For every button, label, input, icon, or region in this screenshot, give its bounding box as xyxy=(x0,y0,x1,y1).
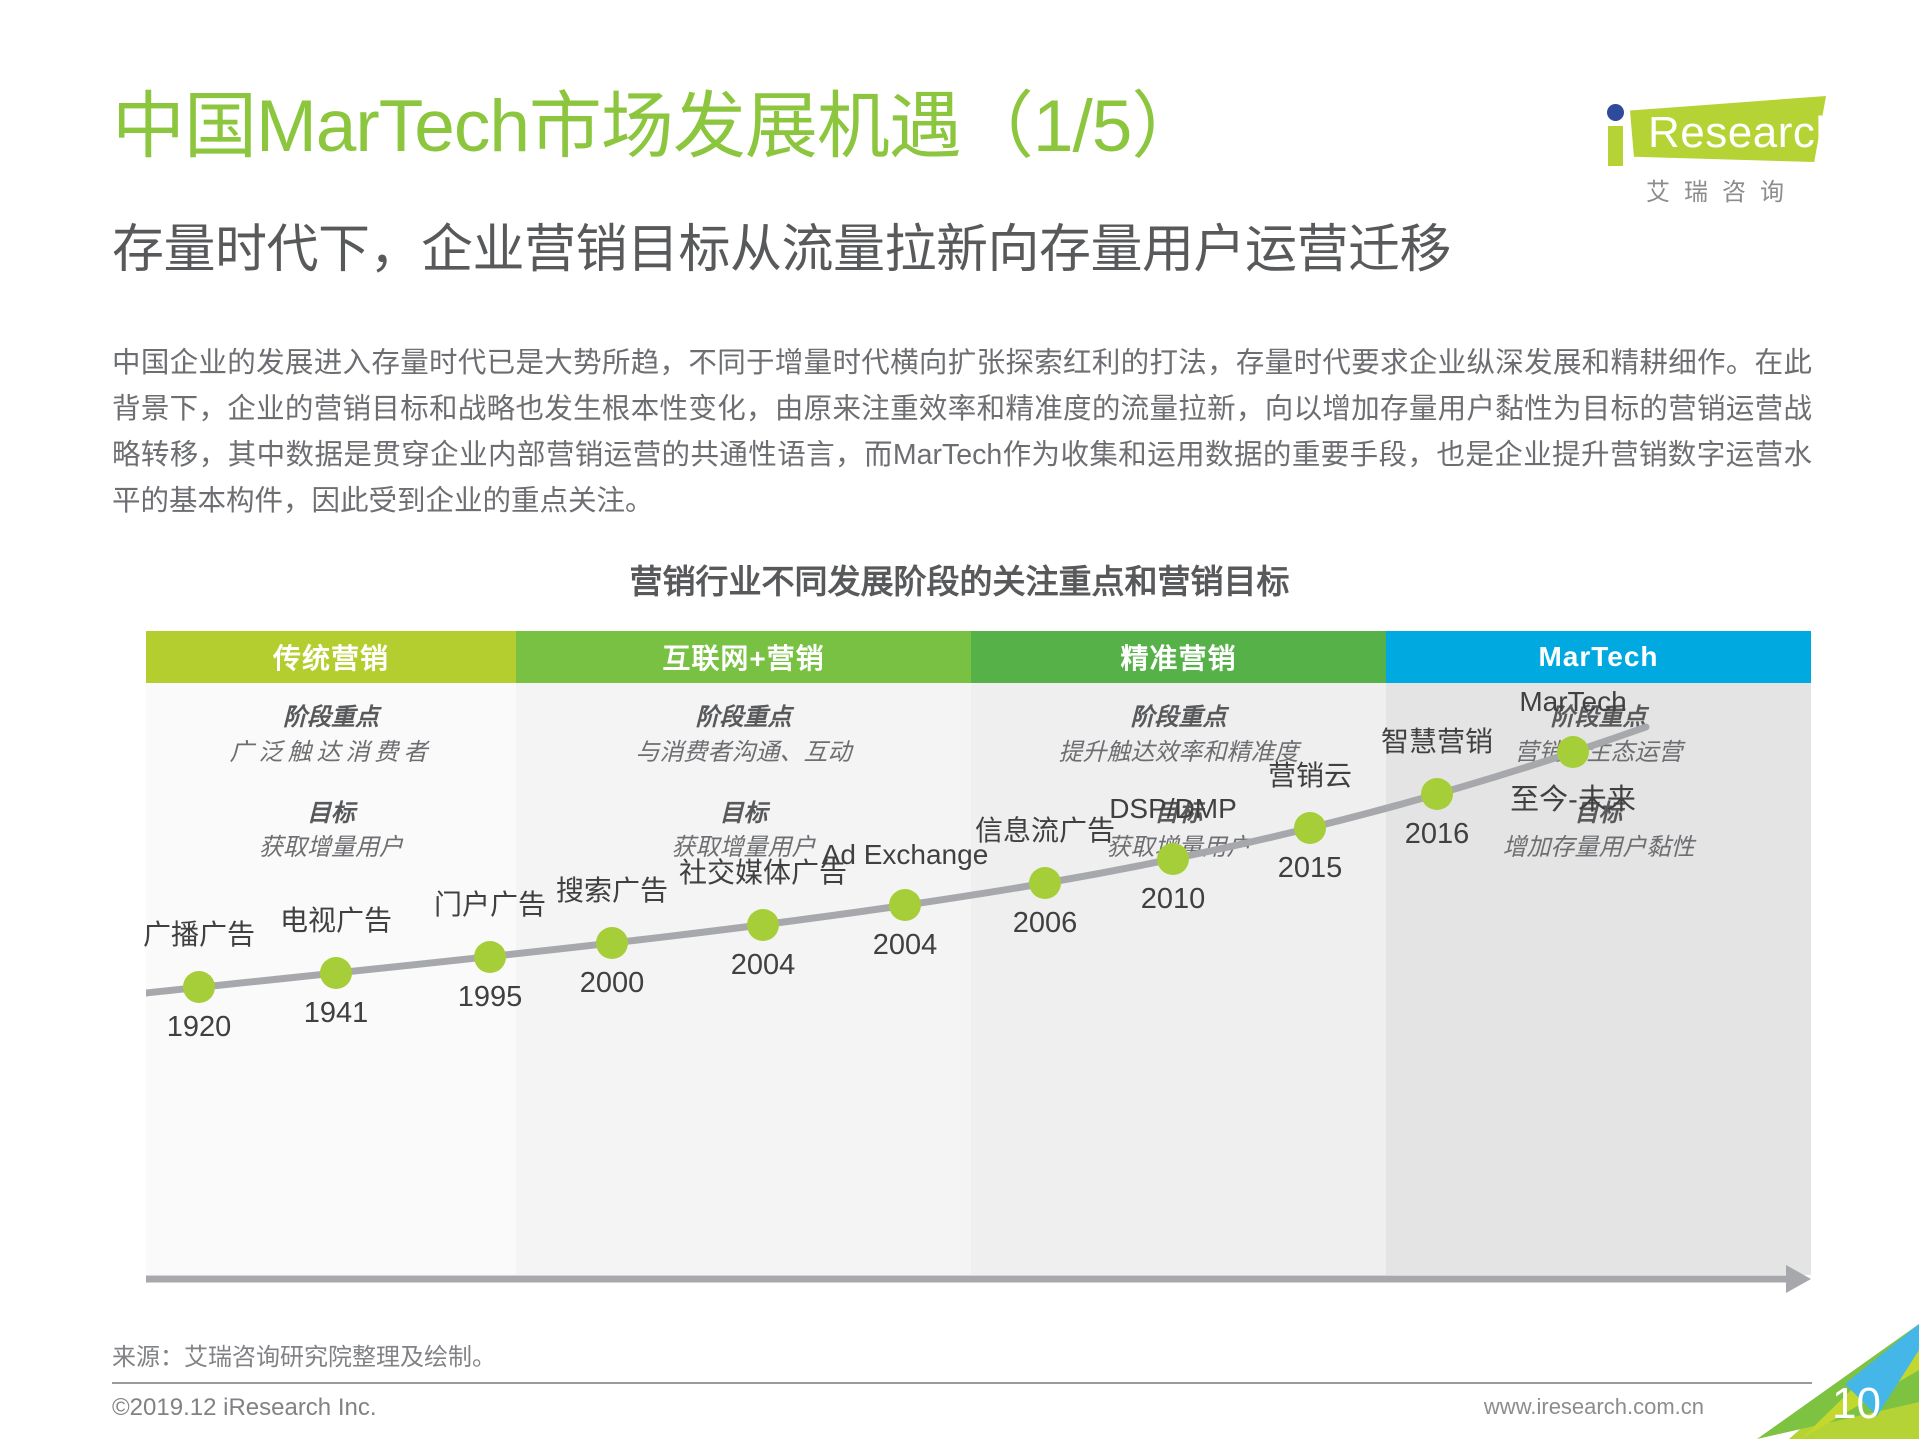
stage-kv-value: 获取增量用户 xyxy=(1106,834,1251,862)
stage-kv-label: 目标 xyxy=(307,799,355,827)
logo-chinese-name: 艾瑞咨询 xyxy=(1646,179,1798,206)
stage-kv-block: 目标 获取增量用户 xyxy=(516,797,971,867)
stage-kv-value: 获取增量用户 xyxy=(671,834,816,862)
stage-detail-1: 阶段重点广泛触达消费者 目标获取增量用户 xyxy=(146,701,516,866)
stage-kv-label: 目标 xyxy=(719,799,768,827)
stage-kv-value: 与消费者沟通、互动 xyxy=(635,738,852,766)
stage-detail-4: 阶段重点营销全生态运营 目标增加存量用户黏性 xyxy=(1386,701,1811,866)
stage-kv-label: 阶段重点 xyxy=(1130,704,1227,731)
stage-kv-block: 阶段重点广泛触达消费者 xyxy=(146,701,516,771)
website-url[interactable]: www.iresearch.com.cn xyxy=(1483,1394,1704,1419)
stage-kv-value: 增加存量用户黏性 xyxy=(1502,834,1695,862)
stage-kv-label: 阶段重点 xyxy=(695,704,792,731)
stage-detail-3: 阶段重点提升触达效率和精准度 目标获取增量用户 xyxy=(971,701,1386,866)
stage-header-2[interactable]: 互联网+营销 xyxy=(516,631,971,683)
corner-decoration: 10 xyxy=(1749,1324,1919,1439)
stage-kv-block: 阶段重点营销全生态运营 xyxy=(1386,701,1811,771)
stage-header-1[interactable]: 传统营销 xyxy=(146,631,516,683)
stage-kv-label: 目标 xyxy=(1154,799,1203,827)
stage-column-1: 传统营销阶段重点广泛触达消费者 目标获取增量用户 xyxy=(146,631,516,1309)
stage-kv-label: 阶段重点 xyxy=(1550,704,1647,731)
corner-fan-icon xyxy=(1757,1324,1919,1439)
copyright-text: ©2019.12 iResearch Inc. xyxy=(112,1394,377,1421)
stage-kv-label: 阶段重点 xyxy=(283,704,379,731)
stage-header-4[interactable]: MarTech xyxy=(1386,631,1811,683)
source-note: 来源：艾瑞咨询研究院整理及绘制。 xyxy=(112,1344,496,1371)
stage-kv-value: 提升触达效率和精准度 xyxy=(1058,738,1299,766)
stage-column-3: 精准营销阶段重点提升触达效率和精准度 目标获取增量用户 xyxy=(971,631,1386,1309)
body-paragraph: 中国企业的发展进入存量时代已是大势所趋，不同于增量时代横向扩张探索红利的打法，存… xyxy=(112,347,1812,518)
page-subtitle: 存量时代下，企业营销目标从流量拉新向存量用户运营迁移 xyxy=(112,221,1452,279)
logo-wordmark: Research xyxy=(1648,108,1841,157)
stage-kv-block: 目标 获取增量用户 xyxy=(971,797,1386,867)
stage-header-3[interactable]: 精准营销 xyxy=(971,631,1386,683)
stage-column-2: 互联网+营销阶段重点与消费者沟通、互动 目标获取增量用户 xyxy=(516,631,971,1309)
stage-kv-block: 目标增加存量用户黏性 xyxy=(1386,797,1811,867)
stage-kv-value: 获取增量用户 xyxy=(259,834,403,862)
logo-i-stem-icon xyxy=(1608,126,1623,166)
footer-divider xyxy=(112,1382,1812,1384)
timeline-chart: 传统营销 阶段重点 广泛触达消费者 目标 获取增量用户 互联网+营销 阶段重点 与消费者沟通、… xyxy=(143,631,1811,1309)
stage-detail-2: 阶段重点与消费者沟通、互动 目标获取增量用户 xyxy=(516,701,971,866)
stage-kv-block: 目标 获取增量用户 xyxy=(146,797,516,867)
page-title: 中国MarTech市场发展机遇（1/5） xyxy=(112,86,1204,167)
stage-kv-block: 阶段重点提升触达效率和精准度 xyxy=(971,701,1386,771)
logo-i-dot-icon xyxy=(1607,104,1624,121)
stage-column-4: MarTech 阶段重点营销全生态运营 目标增加存量用户黏性 xyxy=(1386,631,1811,1309)
stage-kv-block: 阶段重点与消费者沟通、互动 xyxy=(516,701,971,771)
stage-kv-value: 广泛触达消费者 xyxy=(229,738,433,766)
stage-kv-value: 营销全生态运营 xyxy=(1514,738,1683,766)
page-number: 10 xyxy=(1832,1379,1881,1428)
chart-title: 营销行业不同发展阶段的关注重点和营销目标 xyxy=(629,563,1290,600)
stage-columns: 传统营销 阶段重点 广泛触达消费者 目标 获取增量用户 互联网+营销 阶段重点 与消费者沟通、… xyxy=(146,631,1811,1309)
stage-kv-label: 目标 xyxy=(1574,799,1623,827)
iresearch-logo: Research 艾瑞咨询 xyxy=(1596,84,1846,206)
